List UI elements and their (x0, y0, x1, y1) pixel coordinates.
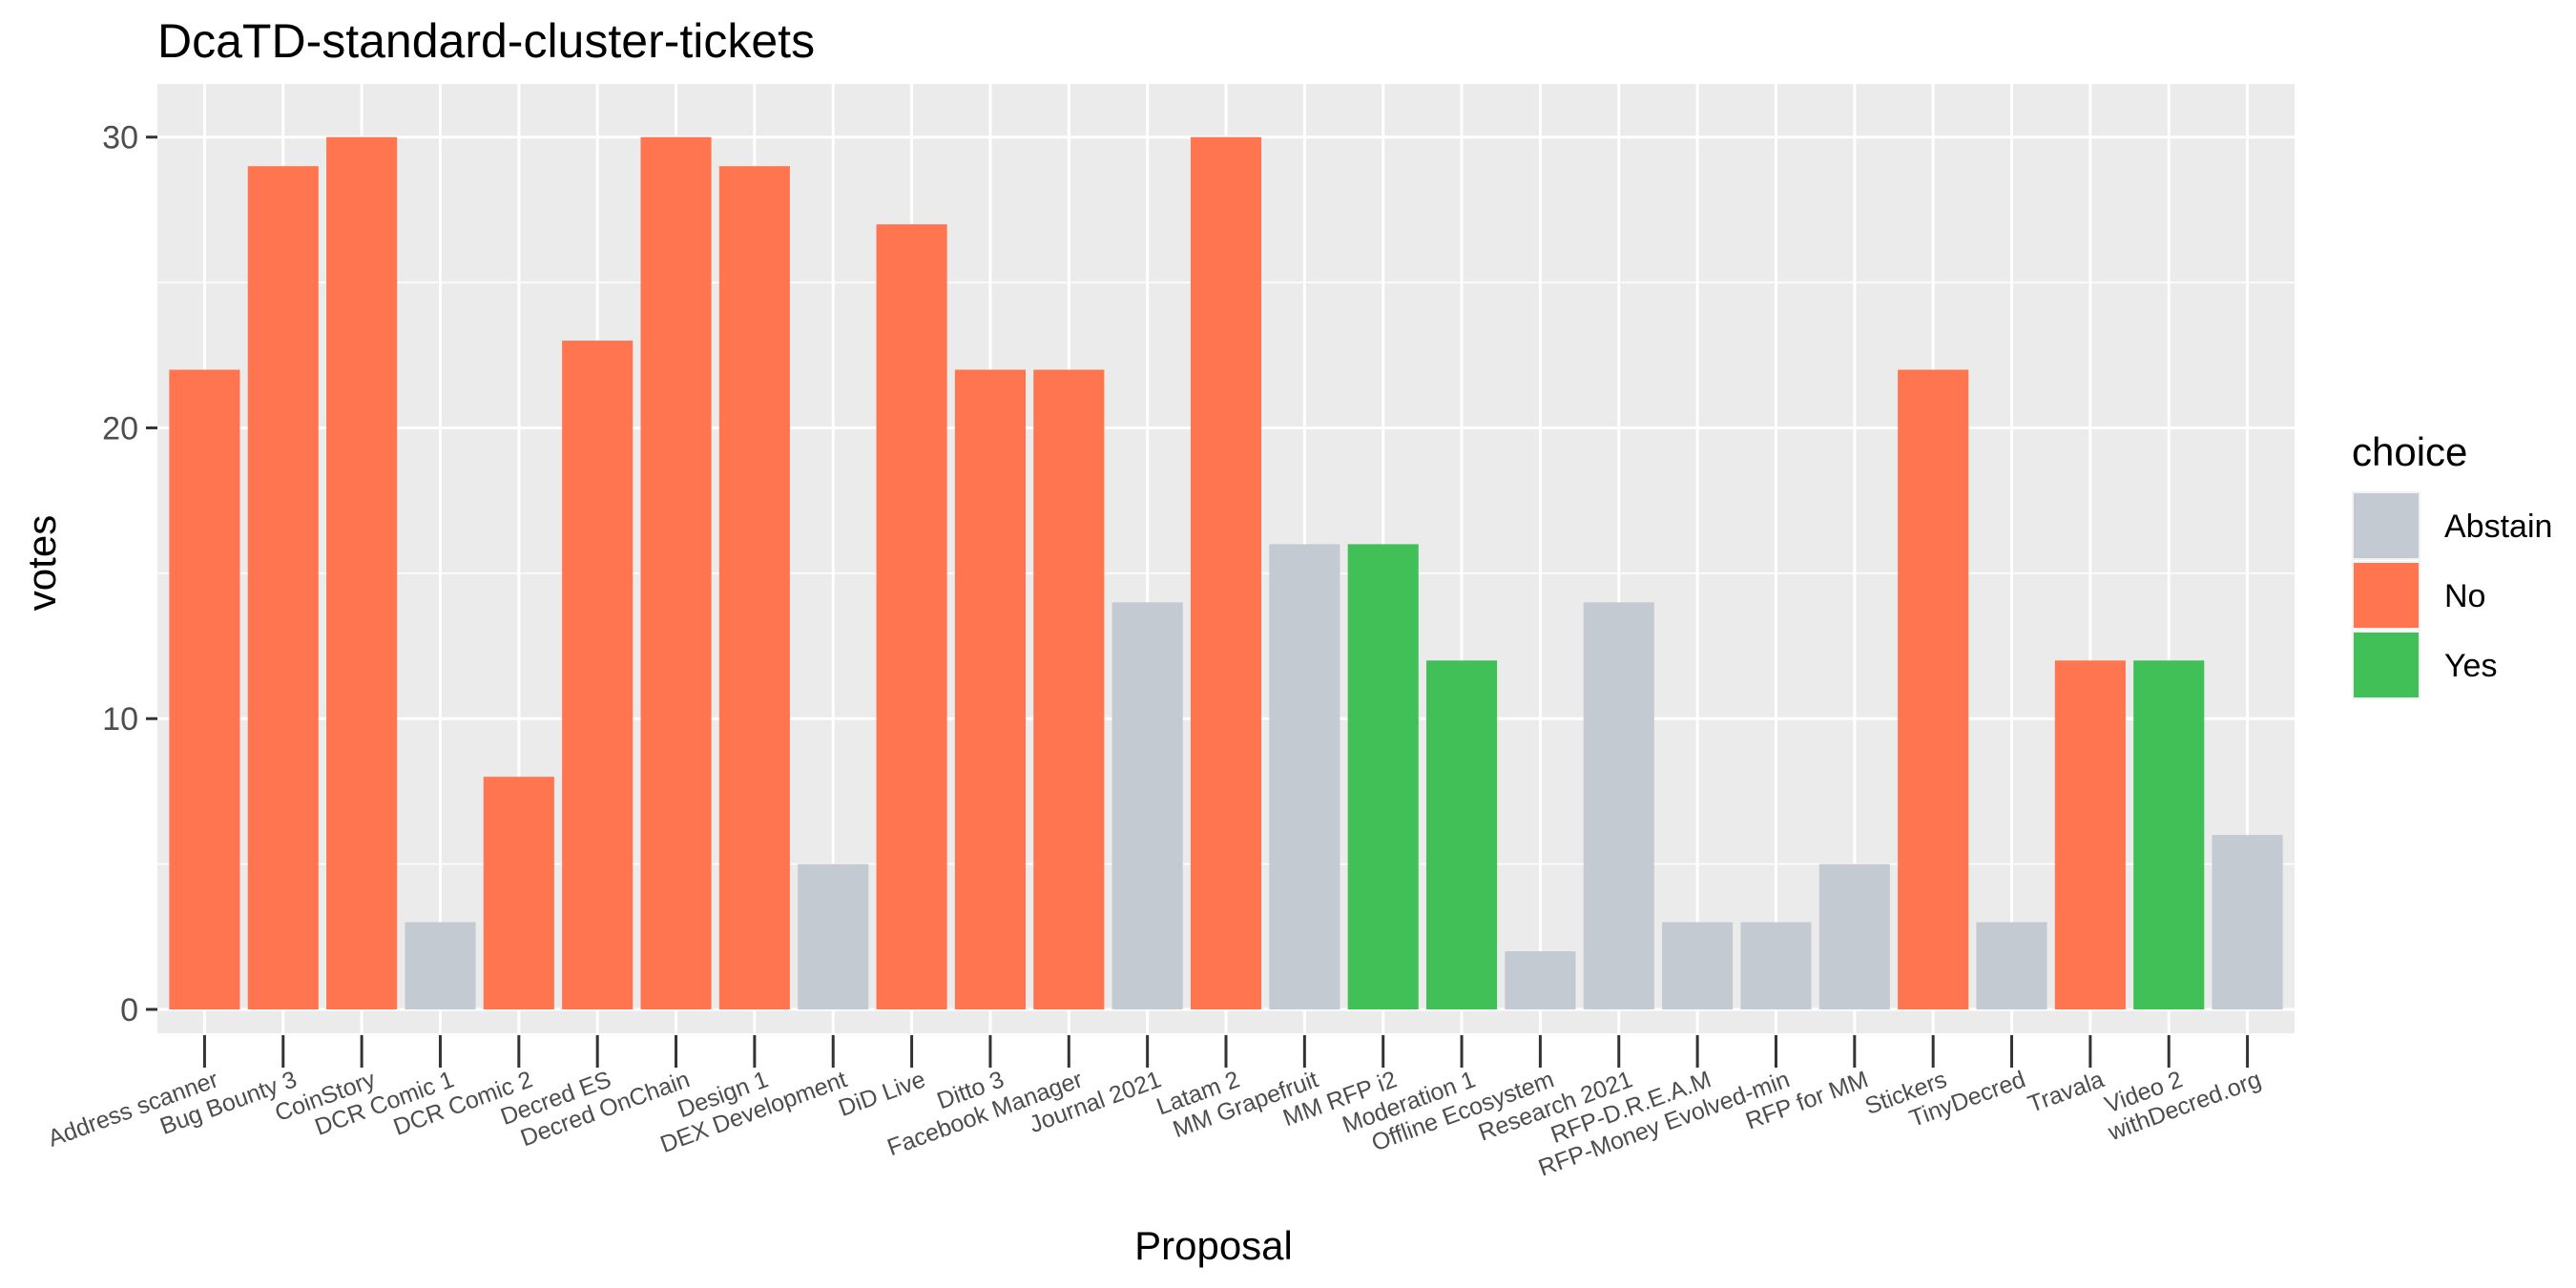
bar-abstain (1583, 602, 1654, 1009)
legend-swatch-yes (2354, 633, 2419, 697)
legend-title: choice (2352, 429, 2467, 474)
bar-abstain (2212, 835, 2283, 1009)
bar-no (954, 369, 1026, 1009)
bar-no (876, 224, 947, 1010)
bar-yes (1426, 660, 1498, 1009)
bar-abstain (1818, 863, 1890, 1009)
legend-label-yes: Yes (2444, 648, 2497, 684)
bar-abstain (1662, 922, 1734, 1009)
legend-label-abstain: Abstain (2444, 509, 2552, 545)
bar-abstain (1269, 544, 1340, 1009)
bar-no (1898, 369, 1969, 1009)
chart-title: DcaTD-standard-cluster-tickets (157, 14, 815, 68)
bar-no (718, 166, 790, 1009)
bar-abstain (1111, 602, 1183, 1009)
bar-no (562, 341, 634, 1009)
bar-abstain (1740, 922, 1812, 1009)
bar-no (169, 369, 240, 1009)
y-tick-label: 30 (102, 120, 138, 156)
bar-no (1033, 369, 1105, 1009)
legend-swatch-abstain (2354, 493, 2419, 558)
y-axis-title: votes (19, 515, 64, 611)
bar-abstain (405, 922, 476, 1009)
bar-abstain (1505, 951, 1576, 1009)
bar-no (1190, 136, 1262, 1009)
legend-swatch-no (2354, 563, 2419, 628)
bar-abstain (1976, 922, 2047, 1009)
bar-no (483, 777, 554, 1009)
bar-no (640, 136, 712, 1009)
bar-yes (1347, 544, 1419, 1009)
bar-no (247, 166, 319, 1009)
bar-abstain (798, 863, 869, 1009)
bar-yes (2133, 660, 2205, 1009)
legend: choice Abstain No Yes (2352, 429, 2552, 699)
legend-label-no: No (2444, 578, 2485, 614)
bar-no (326, 136, 398, 1009)
bar-no (2054, 660, 2126, 1009)
y-tick-label: 0 (120, 992, 138, 1028)
x-axis-title: Proposal (1134, 1223, 1293, 1268)
x-tick-label: DiD Live (835, 1066, 928, 1122)
y-tick-label: 10 (102, 701, 138, 737)
x-tick-label: Travala (2025, 1066, 2108, 1118)
y-tick-label: 20 (102, 410, 138, 447)
